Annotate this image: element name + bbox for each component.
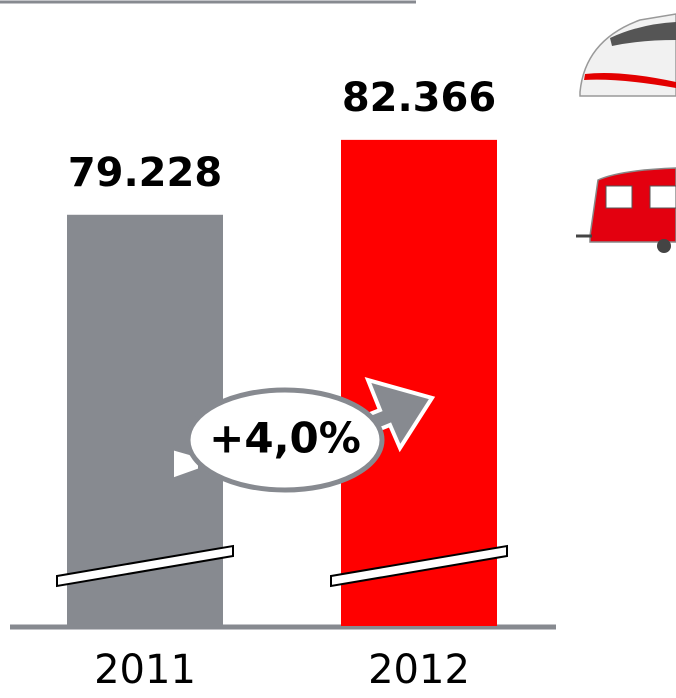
x-tick-label: 2012 bbox=[368, 647, 470, 693]
axis-break bbox=[330, 544, 508, 588]
value-label: 82.366 bbox=[342, 75, 496, 121]
growth-annotation: +4,0% bbox=[170, 376, 436, 493]
train-icon-regional bbox=[576, 167, 676, 253]
x-tick-label: 2011 bbox=[94, 647, 196, 693]
bar bbox=[341, 139, 497, 626]
train-icon-ice bbox=[579, 13, 676, 97]
value-label: 79.228 bbox=[68, 150, 222, 196]
axis-break bbox=[56, 544, 234, 588]
growth-label: +4,0% bbox=[209, 414, 361, 463]
